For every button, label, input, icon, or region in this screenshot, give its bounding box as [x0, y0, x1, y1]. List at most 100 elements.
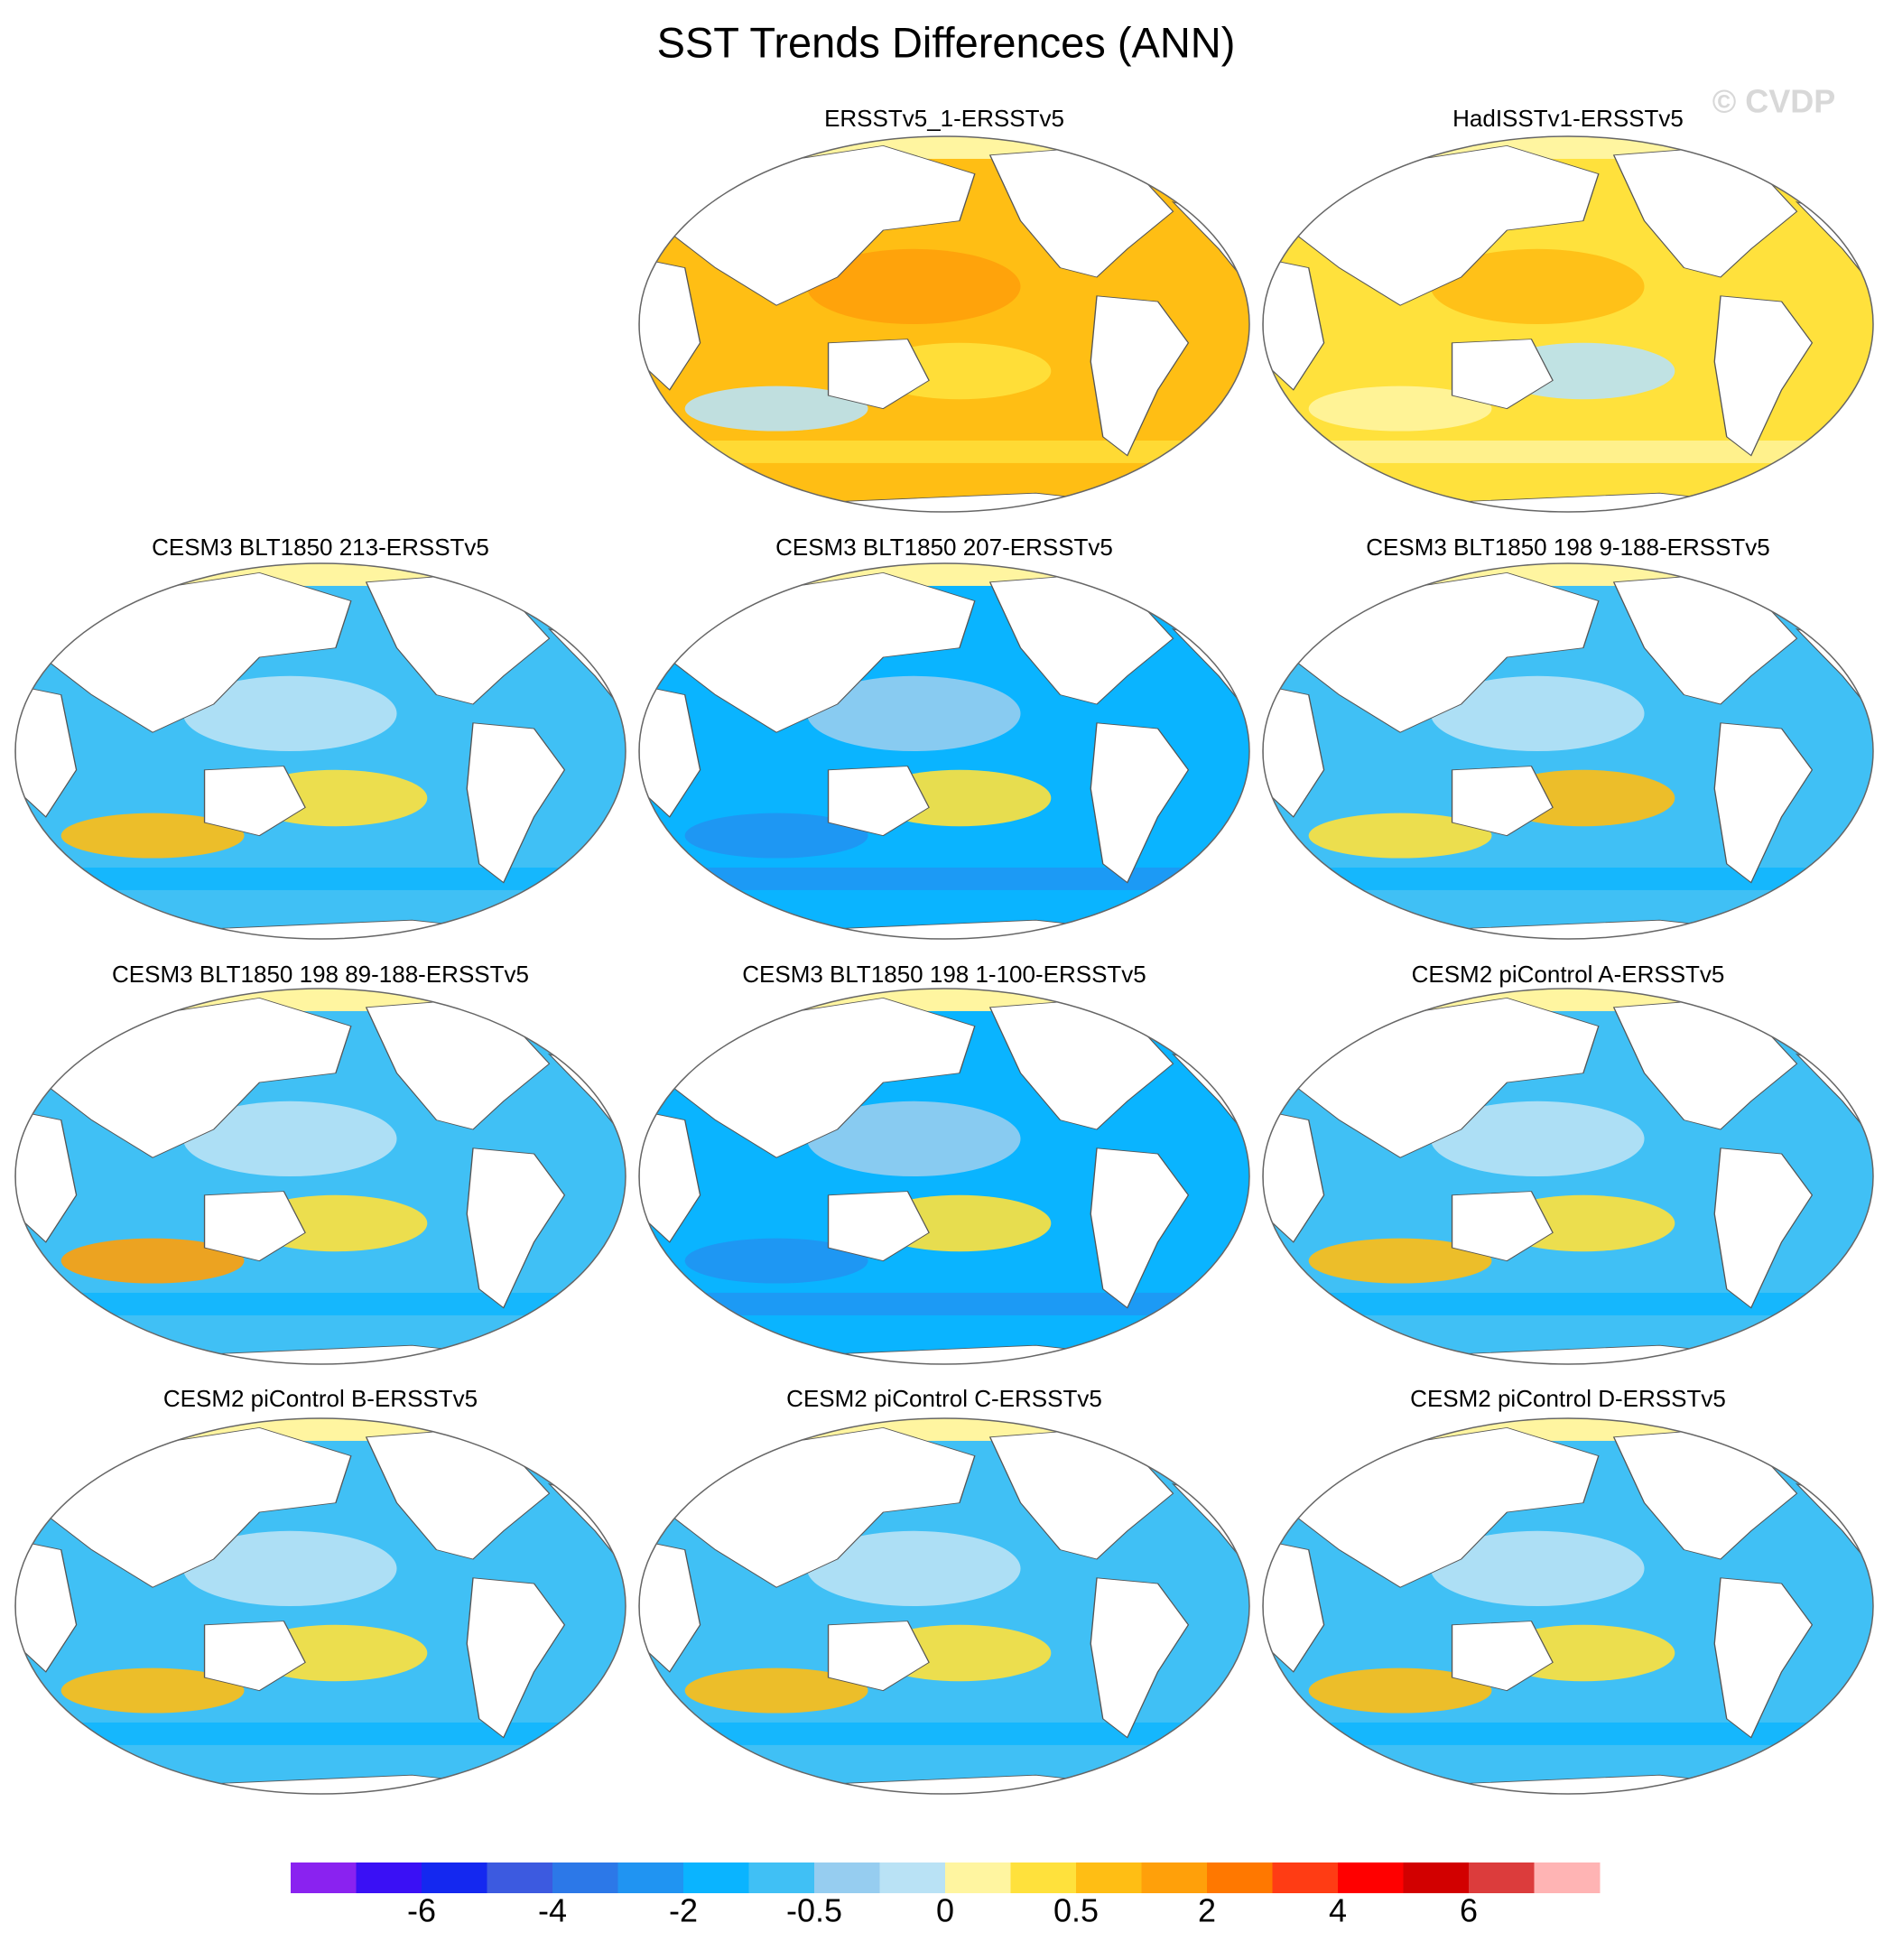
colorbar-label: 2: [1198, 1892, 1216, 1929]
arctic-band: [1263, 1418, 1873, 1441]
arctic-band: [15, 1418, 626, 1441]
map: [15, 563, 626, 939]
map: [1263, 563, 1873, 939]
map-border: [638, 135, 1250, 513]
arctic-band: [1263, 136, 1873, 159]
panel-title: CESM3 BLT1850 198 1-100-ERSSTv5: [742, 961, 1146, 988]
land: [1451, 339, 1554, 410]
colorbar-box: [1141, 1862, 1208, 1893]
colorbar-box: [1207, 1862, 1273, 1893]
anomaly: [182, 675, 397, 752]
arctic-band: [1263, 563, 1873, 586]
anomaly: [182, 1101, 397, 1176]
land: [1263, 257, 1325, 391]
anomaly: [1308, 813, 1492, 859]
anomaly: [1308, 385, 1492, 432]
anomaly: [684, 1667, 868, 1714]
land: [827, 339, 930, 410]
southern-band: [1263, 1722, 1873, 1745]
land: [639, 1110, 701, 1243]
map-border: [14, 988, 626, 1365]
southern-band: [639, 1722, 1249, 1745]
colorbar-box: [748, 1862, 815, 1893]
land: [203, 1191, 306, 1262]
land: [107, 1774, 534, 1794]
anomaly: [1430, 675, 1645, 752]
colorbar-box: [552, 1862, 618, 1893]
land: [1713, 722, 1814, 884]
land: [730, 1344, 1158, 1364]
colorbar-box: [617, 1862, 684, 1893]
colorbar-box: [683, 1862, 749, 1893]
southern-band: [15, 867, 626, 890]
land: [107, 1344, 534, 1364]
land: [1354, 919, 1782, 939]
land: [1713, 1147, 1814, 1309]
land: [827, 766, 930, 837]
arctic-band: [1263, 989, 1873, 1011]
colorbar-label: 6: [1460, 1892, 1478, 1929]
land: [203, 766, 306, 837]
map: [1263, 136, 1873, 512]
land: [466, 722, 566, 884]
land: [827, 1191, 930, 1262]
land: [1451, 766, 1554, 837]
colorbar-label: 4: [1329, 1892, 1347, 1929]
land: [1263, 1539, 1325, 1673]
land: [1354, 492, 1782, 512]
map-border: [1262, 988, 1874, 1365]
colorbar-box: [487, 1862, 553, 1893]
map: [15, 989, 626, 1364]
colorbar-box: [879, 1862, 946, 1893]
anomaly: [60, 1667, 245, 1714]
land: [827, 1621, 930, 1692]
land: [1263, 1110, 1325, 1243]
southern-band: [1263, 1292, 1873, 1315]
map-border: [638, 988, 1250, 1365]
colorbar-label: -0.5: [786, 1892, 842, 1929]
map: [15, 1418, 626, 1794]
map-border: [14, 562, 626, 940]
map-border: [638, 562, 1250, 940]
colorbar-box: [1076, 1862, 1142, 1893]
land: [203, 1621, 306, 1692]
colorbar-label: -6: [407, 1892, 436, 1929]
anomaly: [806, 248, 1021, 324]
land: [639, 684, 701, 818]
panel-title: CESM3 BLT1850 213-ERSSTv5: [152, 534, 489, 561]
colorbar-box: [1469, 1862, 1535, 1893]
panel-title: CESM2 piControl B-ERSSTv5: [163, 1385, 478, 1412]
southern-band: [639, 867, 1249, 890]
anomaly: [684, 1238, 868, 1284]
map: [1263, 1418, 1873, 1794]
land: [15, 684, 78, 818]
map-border: [1262, 562, 1874, 940]
land: [466, 1147, 566, 1309]
land: [1090, 1147, 1190, 1309]
colorbar-box: [1272, 1862, 1339, 1893]
land: [1354, 1344, 1782, 1364]
land: [1451, 1621, 1554, 1692]
anomaly: [684, 813, 868, 859]
southern-band: [639, 440, 1249, 463]
colorbar-label: -4: [538, 1892, 567, 1929]
map: [639, 563, 1249, 939]
land: [730, 919, 1158, 939]
map: [639, 1418, 1249, 1794]
arctic-band: [15, 563, 626, 586]
southern-band: [15, 1292, 626, 1315]
arctic-band: [15, 989, 626, 1011]
map: [1263, 989, 1873, 1364]
colorbar-box: [1010, 1862, 1077, 1893]
colorbar-box: [814, 1862, 880, 1893]
map-border: [638, 1417, 1250, 1795]
colorbar-label: 0.5: [1053, 1892, 1099, 1929]
land: [107, 919, 534, 939]
land: [1713, 295, 1814, 457]
panel-title: CESM2 piControl C-ERSSTv5: [786, 1385, 1102, 1412]
colorbar-box: [1338, 1862, 1404, 1893]
watermark: © CVDP: [1712, 83, 1836, 120]
panel-title: CESM3 BLT1850 207-ERSSTv5: [775, 534, 1113, 561]
figure-title: SST Trends Differences (ANN): [657, 18, 1236, 66]
anomaly: [60, 813, 245, 859]
